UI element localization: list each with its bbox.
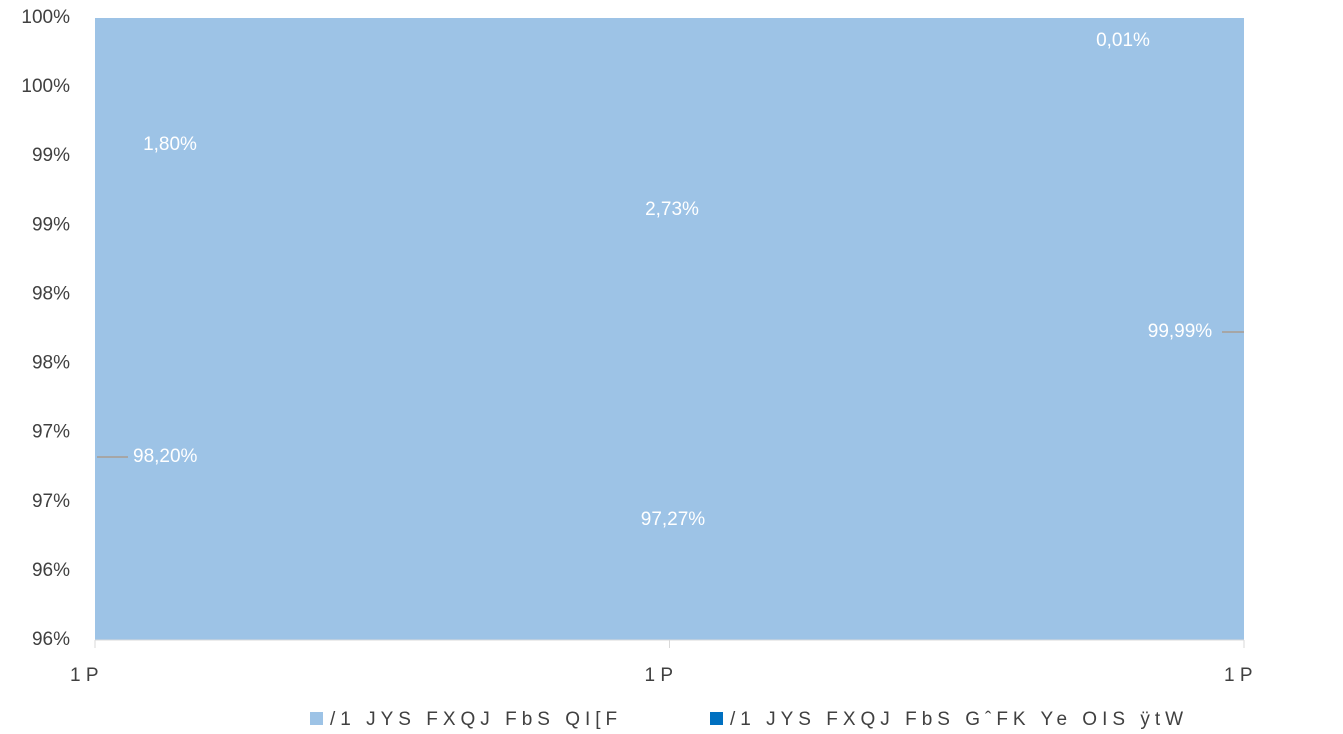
x-tick-label: 1 P (645, 665, 674, 686)
data-label: 0,01% (1096, 30, 1150, 51)
y-tick-label: 98% (32, 353, 70, 374)
legend-swatch (710, 712, 723, 725)
legend-label: /1 JYS FXQJ FbS QI[F (330, 709, 622, 730)
y-tick-label: 100% (21, 7, 70, 28)
x-tick-label: 1 P (1224, 665, 1253, 686)
y-tick-label: 96% (32, 629, 70, 650)
legend-swatch (310, 712, 323, 725)
x-tick-label: 1 P (70, 665, 99, 686)
y-tick-label: 96% (32, 560, 70, 581)
data-label: 2,73% (645, 199, 699, 220)
y-tick-label: 99% (32, 145, 70, 166)
y-tick-label: 100% (21, 76, 70, 97)
y-tick-label: 99% (32, 214, 70, 235)
data-label: 97,27% (641, 509, 706, 530)
y-tick-label: 97% (32, 422, 70, 443)
data-label: 99,99% (1148, 321, 1213, 342)
data-label: 1,80% (143, 134, 197, 155)
area (95, 18, 1244, 640)
plot-area (95, 18, 1244, 640)
data-label: 98,20% (133, 446, 198, 467)
legend-label: /1 JYS FXQJ FbS GˆFK Ye OIS ÿtW (730, 709, 1188, 730)
y-tick-label: 98% (32, 283, 70, 304)
y-tick-label: 97% (32, 491, 70, 512)
